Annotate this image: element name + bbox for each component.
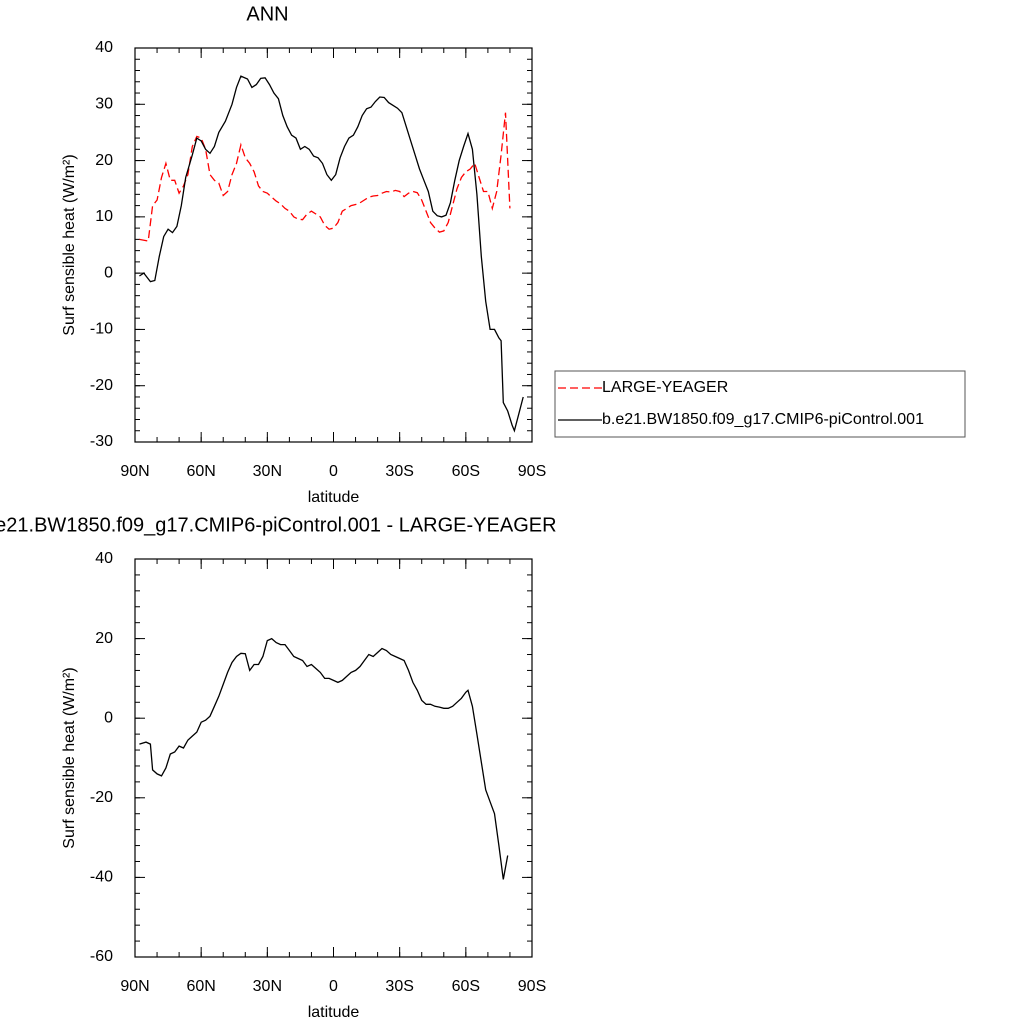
y-tick-label: -20	[90, 789, 113, 806]
x-tick-label: 30S	[385, 978, 413, 995]
x-tick-label: 90S	[518, 463, 546, 480]
data-line	[139, 112, 511, 242]
y-tick-label: 40	[95, 39, 113, 56]
x-tick-label: 60N	[186, 978, 215, 995]
y-tick-label: 0	[104, 709, 113, 726]
x-tick-label: 30N	[253, 978, 282, 995]
x-tick-label: 60N	[186, 463, 215, 480]
legend-label: b.e21.BW1850.f09_g17.CMIP6-piControl.001	[602, 411, 924, 428]
y-tick-label: -60	[90, 948, 113, 965]
x-tick-label: 60S	[452, 978, 480, 995]
y-tick-label: 30	[95, 96, 113, 113]
y-tick-label: 10	[95, 208, 113, 225]
x-tick-label: 0	[329, 978, 338, 995]
chart-title: ANN	[246, 3, 288, 25]
x-tick-label: 30N	[253, 463, 282, 480]
plot-frame	[134, 47, 533, 443]
x-axis-label: latitude	[308, 489, 360, 506]
y-tick-label: 0	[104, 264, 113, 281]
y-tick-label: -10	[90, 321, 113, 338]
data-line	[139, 75, 524, 433]
x-axis-label: latitude	[308, 1004, 360, 1021]
y-tick-label: -40	[90, 869, 113, 886]
x-tick-label: 0	[329, 463, 338, 480]
x-tick-label: 90S	[518, 978, 546, 995]
x-tick-label: 90N	[120, 978, 149, 995]
chart-title: b.e21.BW1850.f09_g17.CMIP6-piControl.001…	[0, 514, 557, 536]
y-tick-label: -30	[90, 433, 113, 450]
y-axis-label: Surf sensible heat (W/m²)	[61, 154, 78, 335]
legend-box	[554, 370, 966, 438]
legend-label: LARGE-YEAGER	[602, 379, 728, 396]
y-tick-label: -20	[90, 377, 113, 394]
x-tick-label: 30S	[385, 463, 413, 480]
x-tick-label: 90N	[120, 463, 149, 480]
y-axis-label: Surf sensible heat (W/m²)	[61, 667, 78, 848]
y-tick-label: 20	[95, 152, 113, 169]
data-line	[139, 637, 509, 880]
plot-frame	[134, 558, 533, 958]
x-tick-label: 60S	[452, 463, 480, 480]
y-tick-label: 20	[95, 630, 113, 647]
y-tick-label: 40	[95, 550, 113, 567]
